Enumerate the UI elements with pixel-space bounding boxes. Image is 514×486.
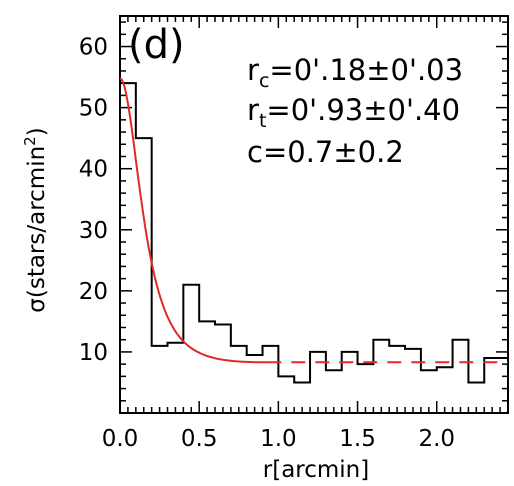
king-profile-curve (119, 77, 268, 364)
histogram-profile (120, 82, 508, 384)
annotation-rc: rc=0'.18±0'.03 (247, 53, 463, 92)
x-axis-title: r[arcmin] (263, 457, 369, 483)
y-tick-label: 10 (79, 340, 108, 366)
annotation-c: c=0.7±0.2 (247, 135, 404, 169)
annotation-rt: rt=0'.93±0'.40 (247, 93, 460, 132)
tick-labels: 0.0 0.5 1.0 1.5 2.0 10 20 30 40 50 60 (79, 35, 455, 452)
axis-ticks (119, 16, 509, 414)
x-tick-label: 2.0 (418, 426, 455, 452)
data-series (119, 77, 508, 384)
x-tick-label: 0.5 (181, 426, 218, 452)
panel-label: (d) (128, 22, 185, 68)
x-tick-label: 0.0 (102, 426, 139, 452)
y-tick-label: 40 (79, 157, 108, 183)
y-axis-title: σ(stars/arcmin2) (21, 127, 50, 312)
x-tick-label: 1.5 (339, 426, 376, 452)
y-tick-label: 50 (79, 96, 108, 122)
fit-annotations: rc=0'.18±0'.03 rt=0'.93±0'.40 c=0.7±0.2 (247, 53, 463, 169)
plot-frame (119, 15, 509, 414)
y-tick-label: 60 (79, 35, 108, 61)
x-tick-label: 1.0 (260, 426, 297, 452)
y-tick-label: 30 (79, 218, 108, 244)
y-tick-label: 20 (79, 279, 108, 305)
